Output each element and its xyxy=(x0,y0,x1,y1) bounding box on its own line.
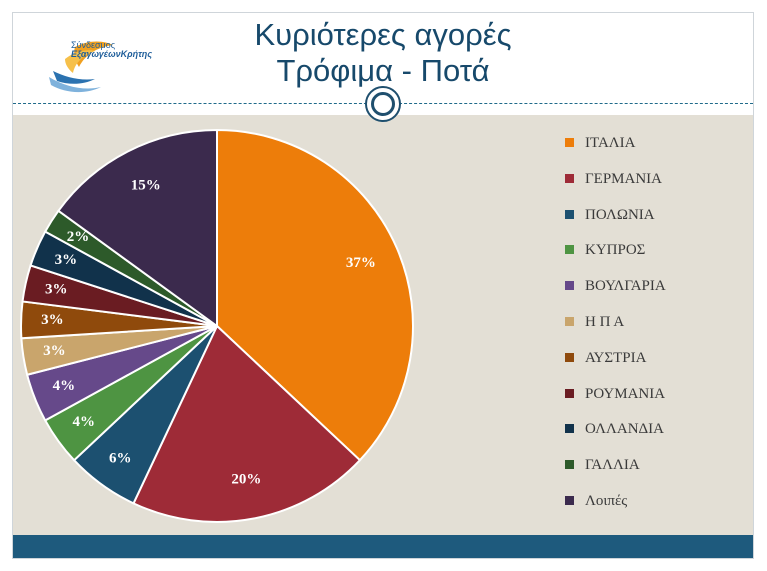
legend-swatch-4 xyxy=(565,245,574,255)
legend-item-9: ΟΛΛΑΝΔΙΑ xyxy=(565,421,664,441)
logo-swoosh-icon xyxy=(49,41,113,93)
legend-label-7: ΑΥΣΤΡΙΑ xyxy=(585,349,647,366)
legend-item-8: ΡΟΥΜΑΝΙΑ xyxy=(565,386,665,406)
legend-swatch-8 xyxy=(565,388,574,398)
legend-label-3: ΠΟΛΩΝΙΑ xyxy=(585,206,655,223)
pie-slice-2 xyxy=(132,324,362,523)
legend-swatch-2 xyxy=(565,173,574,183)
data-label-8: 3% xyxy=(45,282,68,298)
legend-swatch-10 xyxy=(565,460,574,470)
legend-swatch-3 xyxy=(565,209,574,219)
legend-swatch-5 xyxy=(565,281,574,291)
data-label-3: 6% xyxy=(109,451,132,467)
data-label-10: 2% xyxy=(67,229,90,245)
legend-swatch-7 xyxy=(565,352,574,362)
legend-label-9: ΟΛΛΑΝΔΙΑ xyxy=(585,421,665,438)
data-label-11: 15% xyxy=(131,178,161,194)
pie-slice-1 xyxy=(216,128,414,462)
page-title: Κυριότερες αγορές Τρόφιμα - Ποτά xyxy=(13,17,753,89)
legend-label-2: ΓΕΡΜΑΝΙΑ xyxy=(585,170,663,187)
legend-swatch-9 xyxy=(565,424,574,434)
data-label-9: 3% xyxy=(55,252,78,268)
data-label-7: 3% xyxy=(41,312,64,328)
data-label-4: 4% xyxy=(73,414,96,430)
legend-item-6: Η Π Α xyxy=(565,314,624,334)
data-label-5: 4% xyxy=(53,378,76,394)
data-label-2: 20% xyxy=(231,471,261,487)
legend-label-10: ΓΑΛΛΙΑ xyxy=(585,457,640,474)
legend-item-2: ΓΕΡΜΑΝΙΑ xyxy=(565,171,662,191)
pie-slice-11 xyxy=(57,128,218,328)
logo-line1: Σύνδεσμος xyxy=(71,40,116,50)
legend-swatch-11 xyxy=(565,496,574,506)
footer-bar xyxy=(13,535,753,559)
slide-frame xyxy=(12,12,754,559)
legend-label-11: Λοιπές xyxy=(585,493,628,509)
data-label-1: 37% xyxy=(346,255,376,271)
divider-ring-icon xyxy=(365,86,401,122)
title-line-1: Κυριότερες αγορές xyxy=(254,17,512,52)
legend-label-5: ΒΟΥΛΓΑΡΙΑ xyxy=(585,278,666,295)
legend-item-5: ΒΟΥΛΓΑΡΙΑ xyxy=(565,278,666,298)
title-line-2: Τρόφιμα - Ποτά xyxy=(276,53,490,88)
legend-item-4: ΚΥΠΡΟΣ xyxy=(565,242,645,262)
legend-item-11: Λοιπές xyxy=(565,493,627,513)
legend-label-4: ΚΥΠΡΟΣ xyxy=(585,242,646,259)
legend-label-1: ΙΤΑΛΙΑ xyxy=(585,135,636,151)
legend-item-10: ΓΑΛΛΙΑ xyxy=(565,457,640,477)
legend-label-6: Η Π Α xyxy=(585,314,625,330)
legend-label-8: ΡΟΥΜΑΝΙΑ xyxy=(585,385,666,402)
legend-item-1: ΙΤΑΛΙΑ xyxy=(565,135,636,155)
logo-line2: ΕξαγωγέωνΚρήτης xyxy=(71,49,153,59)
legend-item-7: ΑΥΣΤΡΙΑ xyxy=(565,350,646,370)
legend-swatch-6 xyxy=(565,317,574,327)
logo-text: Σύνδεσμος ΕξαγωγέωνΚρήτης xyxy=(71,41,152,59)
legend-swatch-1 xyxy=(565,138,574,148)
data-label-6: 3% xyxy=(43,343,66,359)
legend-item-3: ΠΟΛΩΝΙΑ xyxy=(565,207,655,227)
